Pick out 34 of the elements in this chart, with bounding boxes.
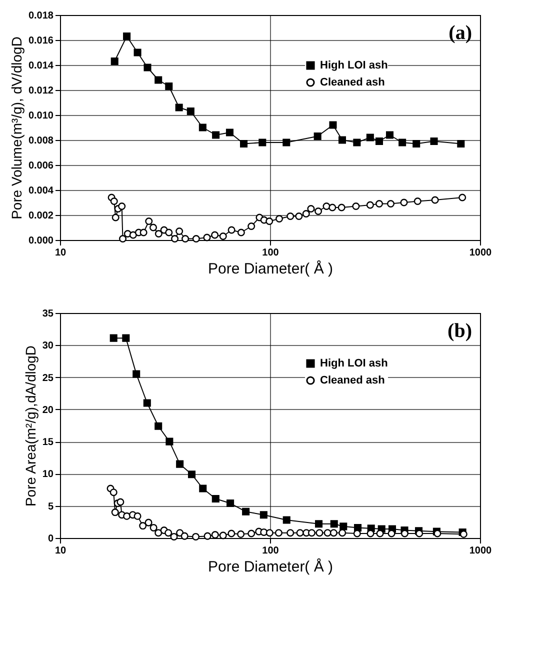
y-tick-label: 25 (42, 372, 54, 384)
y-tick-label: 0.010 (28, 110, 54, 122)
y-tick-label: 0.002 (28, 210, 54, 222)
x-axis-title: Pore Diameter( Å ) (208, 260, 334, 278)
legend-label: Cleaned ash (320, 374, 386, 386)
x-tick-label: 10 (54, 248, 66, 258)
y-tick-label: 5 (48, 501, 54, 512)
y-tick-label: 0.012 (28, 86, 54, 96)
y-tick-label: 0.018 (28, 10, 54, 22)
y-axis-title: Pore Area(m²/g),dA/dlogD (22, 345, 38, 507)
y-tick-label: 20 (42, 404, 54, 416)
x-tick-label: 100 (262, 248, 280, 258)
x-tick-label: 10 (54, 546, 66, 556)
annotation: (a) (448, 22, 472, 44)
annotation: (b) (448, 320, 472, 342)
y-tick-label: 0.000 (28, 236, 54, 246)
legend-label: Cleaned ash (320, 76, 386, 88)
y-tick-label: 0.016 (28, 36, 54, 46)
y-tick-label: 0.004 (28, 186, 54, 196)
y-tick-label: 0 (48, 534, 54, 544)
y-tick-label: 0.006 (28, 160, 54, 172)
y-tick-label: 35 (42, 308, 54, 320)
legend-label: High LOI ash (320, 60, 388, 72)
x-tick-label: 100 (262, 546, 280, 556)
y-tick-label: 30 (42, 340, 54, 352)
x-axis-title: Pore Diameter( Å ) (208, 558, 334, 576)
y-tick-label: 0.014 (28, 60, 54, 72)
legend-label: High LOI ash (320, 358, 388, 370)
x-tick-label: 1000 (469, 546, 492, 556)
y-tick-label: 0.008 (28, 136, 54, 146)
y-tick-label: 10 (42, 469, 54, 480)
y-tick-label: 15 (42, 437, 54, 448)
x-tick-label: 1000 (469, 248, 492, 258)
y-axis-title: Pore Volume(m³/g), dV/dlogD (8, 36, 24, 220)
